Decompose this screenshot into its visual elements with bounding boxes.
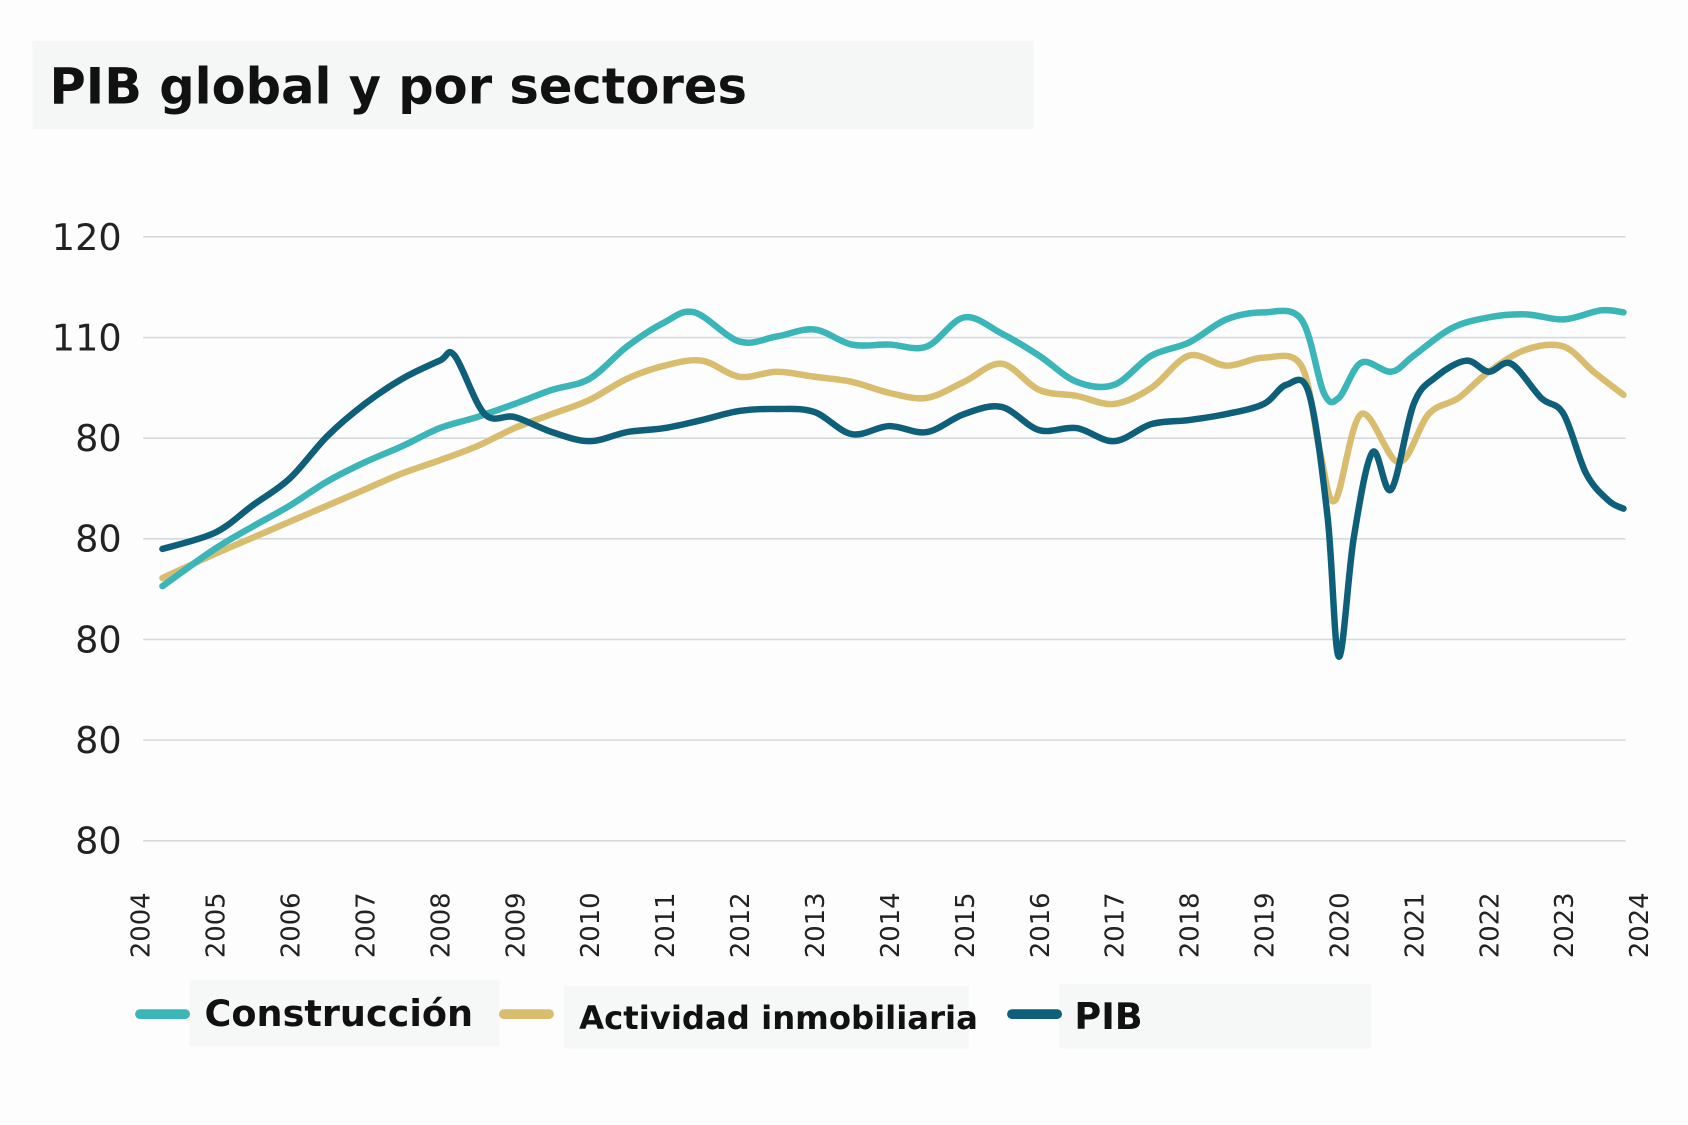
x-tick-label: 2011 [651,892,681,958]
x-tick-label: 2010 [576,892,606,958]
x-tick-label: 2021 [1400,892,1430,958]
y-tick-label: 80 [75,820,122,863]
x-tick-label: 2018 [1176,892,1206,958]
legend-item[interactable]: Actividad inmobiliaria [498,986,978,1049]
chart-title: PIB global y por sectores [50,57,747,115]
legend-label: PIB [1074,995,1142,1038]
x-tick-label: 2014 [876,892,906,958]
title-box [32,40,1034,130]
x-axis-ticks: 2004 2005 2006 2007 2008 2009 2010 2011 2012 2013… [127,892,1656,958]
legend-item[interactable]: Construcción [135,979,500,1047]
y-axis-ticks: 120 110 80 80 80 80 80 [52,216,122,863]
x-tick-label: 2024 [1625,892,1655,958]
x-tick-label: 2015 [951,892,981,958]
y-tick-label: 80 [75,719,122,762]
y-tick-label: 80 [75,618,122,661]
x-tick-label: 2022 [1475,892,1505,958]
x-tick-label: 2020 [1325,892,1355,958]
x-tick-label: 2005 [202,892,232,958]
gridlines [143,236,1626,842]
x-tick-label: 2019 [1251,892,1281,958]
x-tick-label: 2004 [127,892,157,958]
y-tick-label: 110 [52,316,122,359]
x-tick-label: 2012 [726,892,756,958]
x-tick-label: 2007 [351,892,381,958]
legend: Construcción Actividad inmobiliaria PIB [135,979,1372,1049]
x-tick-label: 2009 [501,892,531,958]
y-tick-label: 80 [75,417,122,460]
x-tick-label: 2017 [1101,892,1131,958]
x-tick-label: 2006 [276,892,306,958]
legend-label: Actividad inmobiliaria [579,999,978,1037]
x-tick-label: 2013 [801,892,831,958]
x-tick-label: 2016 [1026,892,1056,958]
series-lines [159,306,1627,660]
legend-label-bg [1059,983,1372,1049]
y-tick-label: 120 [52,216,122,259]
x-tick-label: 2008 [426,892,456,958]
legend-label-bg [564,986,969,1049]
legend-item[interactable]: PIB [1007,983,1372,1049]
series-line-pib [159,348,1627,660]
legend-label-bg [189,979,500,1047]
legend-label: Construcción [205,992,474,1035]
series-line-construcci-n [159,306,1627,590]
y-tick-label: 80 [75,518,122,561]
x-tick-label: 2023 [1550,892,1580,958]
